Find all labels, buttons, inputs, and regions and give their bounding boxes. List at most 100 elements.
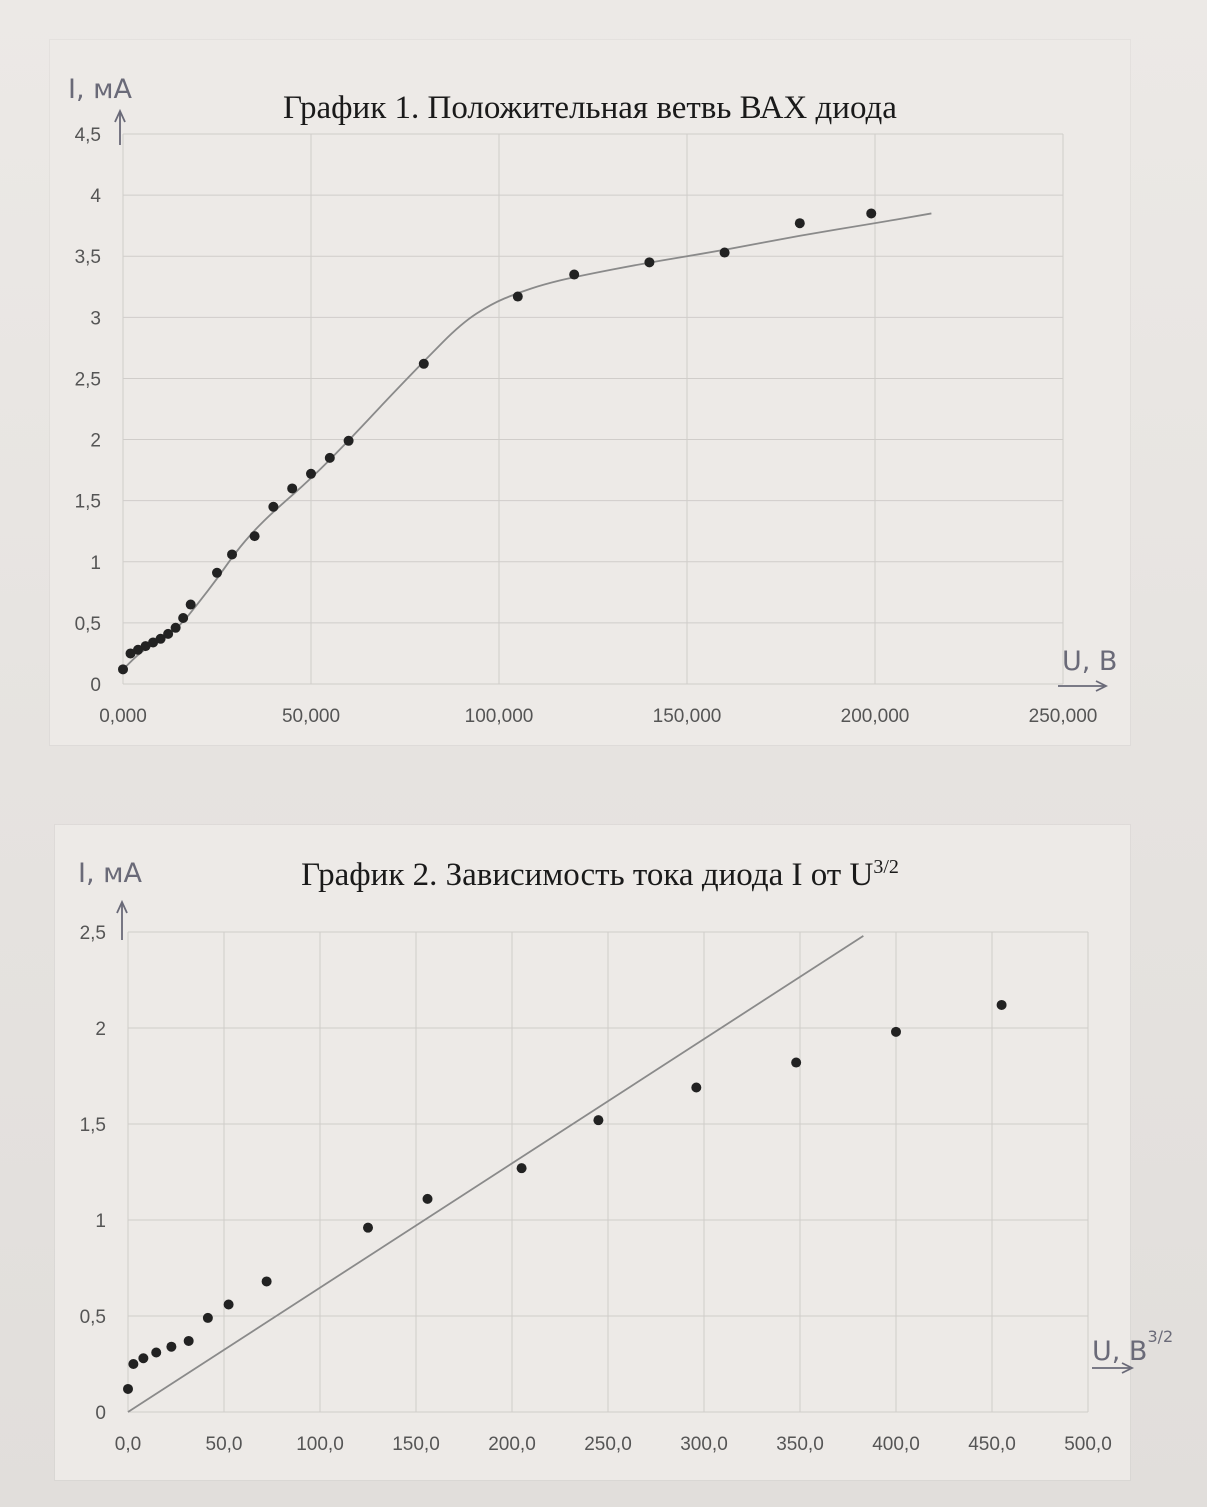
- chart-1-x-label: U, В: [1062, 646, 1117, 677]
- y-tick-label: 3,5: [75, 247, 101, 268]
- data-point: [791, 1057, 802, 1068]
- data-point: [644, 257, 655, 268]
- chart-2-trend-line: [127, 935, 864, 1413]
- data-point: [178, 613, 189, 623]
- data-point: [163, 628, 174, 639]
- x-tick-label: 150,0: [392, 1434, 440, 1455]
- chart-2-title-main: График 2. Зависимость тока диода I от U: [301, 857, 873, 893]
- x-tick-label: 500,0: [1064, 1434, 1112, 1455]
- x-tick-label: 450,0: [968, 1434, 1016, 1455]
- chart-2-grid: [127, 931, 1089, 1413]
- chart-2-x-arrow-head: [1121, 1362, 1135, 1374]
- y-tick-label: 1,5: [80, 1115, 106, 1136]
- chart-2-y-ticks: 0 0,5 1 1,5 2 2,5: [80, 923, 106, 1424]
- chart-1-x-arrow-head: [1095, 680, 1109, 692]
- y-tick-label: 4: [90, 186, 101, 207]
- x-tick-label: 300,0: [680, 1434, 728, 1455]
- chart-2-x-ticks: 0,0 50,0 100,0 150,0 200,0 250,0 300,0 350,0 400…: [115, 1434, 1112, 1455]
- data-point: [512, 291, 523, 302]
- data-point: [287, 483, 298, 494]
- x-tick-label: 250,0: [584, 1434, 632, 1455]
- y-tick-label: 2,5: [75, 369, 101, 390]
- x-tick-label: 350,0: [776, 1434, 824, 1455]
- data-point: [249, 531, 260, 542]
- data-point: [128, 1359, 139, 1369]
- y-tick-label: 2: [90, 431, 101, 452]
- chart-1-panel: [50, 40, 1130, 745]
- y-tick-label: 0: [90, 675, 101, 696]
- data-point: [866, 208, 877, 219]
- data-point: [227, 549, 238, 560]
- chart-1-x-ticks: 0,000 50,000 100,000 150,000 200,000 250,000: [99, 706, 1097, 727]
- chart-2-x-label-main: U, В: [1092, 1336, 1147, 1367]
- data-point: [148, 637, 159, 648]
- chart-2-title: График 2. Зависимость тока диода I от U3…: [301, 856, 899, 893]
- data-point: [418, 358, 429, 369]
- data-point: [306, 468, 316, 479]
- chart-2-points: [123, 999, 1007, 1394]
- y-tick-label: 0,5: [75, 614, 101, 635]
- data-point: [185, 599, 196, 610]
- chart-2-title-sup: 3/2: [873, 856, 899, 878]
- y-tick-label: 2,5: [80, 923, 106, 944]
- data-point: [996, 999, 1007, 1010]
- y-tick-label: 0: [95, 1403, 106, 1424]
- x-tick-label: 100,000: [465, 706, 534, 727]
- y-tick-label: 1,5: [75, 492, 101, 513]
- data-point: [133, 644, 144, 655]
- data-point: [212, 567, 222, 578]
- data-point: [202, 1312, 213, 1323]
- x-tick-label: 0,0: [115, 1434, 141, 1455]
- chart-1-y-arrow-head: [114, 108, 126, 123]
- data-point: [118, 664, 128, 675]
- data-point: [183, 1335, 194, 1346]
- chart-2-y-label: I, мА: [78, 858, 142, 889]
- data-point: [223, 1299, 234, 1310]
- x-tick-label: 200,000: [841, 706, 910, 727]
- data-point: [151, 1347, 162, 1358]
- data-point: [516, 1163, 527, 1174]
- data-point: [363, 1222, 373, 1233]
- y-tick-label: 4,5: [75, 125, 101, 146]
- y-tick-label: 1: [90, 553, 101, 574]
- chart-2-x-label-sup: 3/2: [1147, 1327, 1173, 1346]
- chart-1-y-label: I, мА: [68, 74, 132, 105]
- chart-1-grid: [122, 133, 1064, 685]
- x-tick-label: 0,000: [99, 706, 147, 727]
- data-point: [123, 1383, 133, 1394]
- data-point: [569, 269, 580, 280]
- y-tick-label: 2: [95, 1019, 106, 1040]
- data-point: [261, 1276, 272, 1287]
- data-point: [794, 218, 805, 229]
- data-point: [125, 648, 136, 659]
- chart-2-y-arrow-head: [116, 899, 128, 914]
- data-point: [138, 1353, 149, 1364]
- x-tick-label: 200,0: [488, 1434, 536, 1455]
- x-tick-label: 250,000: [1029, 706, 1098, 727]
- data-point: [343, 435, 354, 446]
- data-point: [170, 622, 181, 633]
- chart-2-panel: [55, 825, 1130, 1480]
- data-point: [891, 1026, 901, 1037]
- data-point: [155, 633, 166, 644]
- x-tick-label: 150,000: [653, 706, 722, 727]
- x-tick-label: 400,0: [872, 1434, 920, 1455]
- data-point: [268, 501, 279, 512]
- data-point: [140, 641, 151, 652]
- chart-2-x-label: U, В3/2: [1092, 1327, 1173, 1367]
- chart-1-points: [118, 208, 877, 675]
- x-tick-label: 100,0: [296, 1434, 344, 1455]
- y-tick-label: 0,5: [80, 1307, 106, 1328]
- data-point: [166, 1341, 177, 1352]
- x-tick-label: 50,0: [206, 1434, 243, 1455]
- data-point: [324, 452, 335, 463]
- y-tick-label: 3: [90, 308, 101, 329]
- data-point: [719, 247, 730, 258]
- chart-1: График 1. Положительная ветвь ВАХ диода …: [68, 74, 1117, 727]
- chart-1-title: График 1. Положительная ветвь ВАХ диода: [283, 90, 897, 126]
- y-tick-label: 1: [95, 1211, 106, 1232]
- data-point: [593, 1115, 604, 1126]
- data-point: [691, 1082, 702, 1093]
